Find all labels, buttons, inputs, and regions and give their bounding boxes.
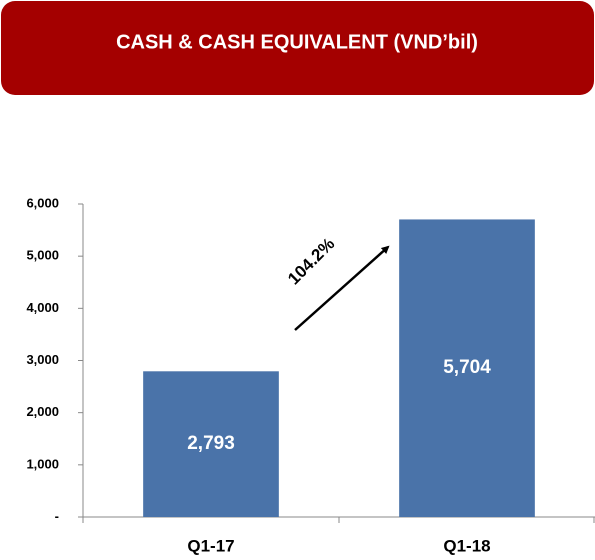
title-banner [1,1,594,95]
bar [143,371,279,517]
y-tick-label: 4,000 [26,300,59,315]
growth-arrow [294,245,390,331]
chart-title: CASH & CASH EQUIVALENT (VND’bil) [116,31,478,53]
x-tick-label: Q1-18 [443,536,490,555]
annotation: 104.2% [284,234,338,288]
bar [399,219,535,517]
value-label: 5,704 [443,357,491,378]
y-tick-label: - [55,508,59,523]
y-tick-label: 3,000 [26,352,59,367]
value-label: 2,793 [187,433,235,454]
y-tick-label: 5,000 [26,248,59,263]
y-tick-label: 6,000 [26,195,59,210]
y-tick-label: 2,000 [26,404,59,419]
x-tick-label: Q1-17 [187,536,234,555]
y-tick-label: 1,000 [26,456,59,471]
